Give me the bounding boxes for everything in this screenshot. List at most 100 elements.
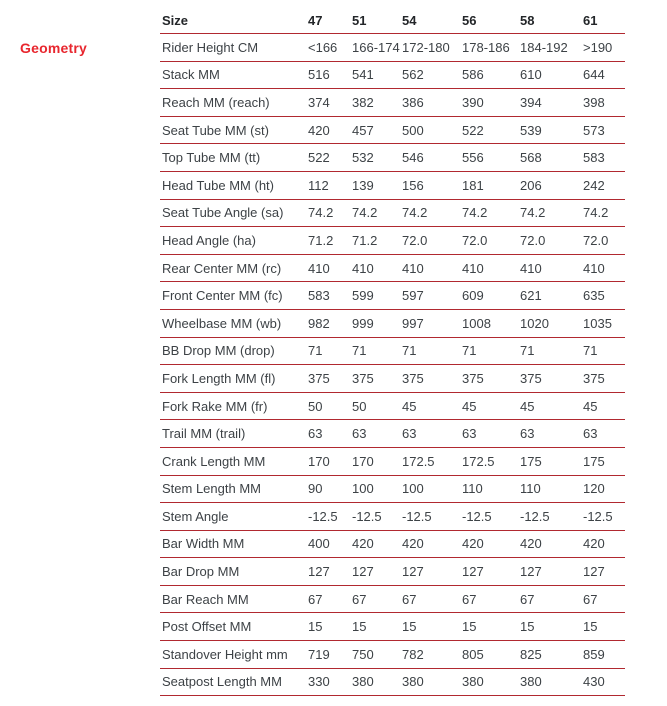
geometry-table-body: Rider Height CM <166 166-174 172-180 178-186… — [160, 33, 625, 697]
table-row: Head Tube MM (ht) 112 139 156 181 206 242 — [160, 171, 625, 200]
row-label: Rider Height CM — [160, 33, 308, 62]
cell-value: 72.0 — [462, 226, 520, 255]
cell-value: 541 — [352, 61, 402, 90]
cell-value: 375 — [583, 364, 625, 393]
cell-value: 71 — [520, 337, 583, 366]
row-label: Fork Length MM (fl) — [160, 364, 308, 393]
cell-value: 127 — [520, 557, 583, 586]
cell-value: 67 — [352, 585, 402, 614]
row-label: BB Drop MM (drop) — [160, 337, 308, 366]
cell-value: -12.5 — [308, 502, 352, 531]
cell-value: 74.2 — [583, 199, 625, 228]
cell-value: 112 — [308, 171, 352, 200]
cell-value: 15 — [308, 612, 352, 642]
table-row: Seat Tube Angle (sa) 74.2 74.2 74.2 74.2 74.2… — [160, 199, 625, 228]
table-row: Crank Length MM 170 170 172.5 172.5 175 175 — [160, 447, 625, 476]
cell-value: 71 — [402, 337, 462, 366]
row-label: Rear Center MM (rc) — [160, 254, 308, 283]
cell-value: 997 — [402, 309, 462, 338]
cell-value: 859 — [583, 640, 625, 669]
cell-value: 120 — [583, 475, 625, 504]
cell-value: 562 — [402, 61, 462, 90]
cell-value: 719 — [308, 640, 352, 669]
cell-value: 583 — [583, 143, 625, 172]
cell-value: 110 — [462, 475, 520, 504]
cell-value: 72.0 — [402, 226, 462, 255]
cell-value: 178-186 — [462, 33, 520, 62]
geometry-table: Size 47 51 54 56 58 61 Rider Height CM <1… — [160, 7, 625, 697]
cell-value: 420 — [352, 530, 402, 559]
table-row: Rider Height CM <166 166-174 172-180 178-186… — [160, 33, 625, 62]
cell-value: 45 — [402, 392, 462, 421]
row-label: Wheelbase MM (wb) — [160, 309, 308, 338]
row-label: Top Tube MM (tt) — [160, 143, 308, 172]
cell-value: 375 — [402, 364, 462, 393]
cell-value: 67 — [520, 585, 583, 614]
cell-value: 50 — [308, 392, 352, 421]
table-row: Wheelbase MM (wb) 982 999 997 1008 1020 1035 — [160, 309, 625, 338]
column-header-size-58: 58 — [520, 7, 583, 34]
cell-value: 15 — [402, 612, 462, 642]
cell-value: 410 — [308, 254, 352, 283]
cell-value: 71 — [352, 337, 402, 366]
cell-value: 500 — [402, 116, 462, 145]
cell-value: 206 — [520, 171, 583, 200]
cell-value: 170 — [308, 447, 352, 476]
cell-value: 380 — [462, 668, 520, 697]
row-label: Seat Tube Angle (sa) — [160, 199, 308, 228]
row-label: Head Angle (ha) — [160, 226, 308, 255]
cell-value: 420 — [520, 530, 583, 559]
table-row: BB Drop MM (drop) 71 71 71 71 71 71 — [160, 337, 625, 366]
cell-value: 100 — [402, 475, 462, 504]
cell-value: 71.2 — [308, 226, 352, 255]
cell-value: 100 — [352, 475, 402, 504]
column-header-size-47: 47 — [308, 7, 352, 34]
row-label: Stem Angle — [160, 502, 308, 531]
cell-value: 330 — [308, 668, 352, 697]
cell-value: 170 — [352, 447, 402, 476]
cell-value: 63 — [520, 419, 583, 448]
cell-value: 67 — [308, 585, 352, 614]
cell-value: 1008 — [462, 309, 520, 338]
cell-value: 420 — [308, 116, 352, 145]
cell-value: 74.2 — [308, 199, 352, 228]
cell-value: 635 — [583, 281, 625, 310]
cell-value: 127 — [402, 557, 462, 586]
cell-value: 982 — [308, 309, 352, 338]
cell-value: 375 — [308, 364, 352, 393]
cell-value: 586 — [462, 61, 520, 90]
cell-value: 63 — [308, 419, 352, 448]
cell-value: 172.5 — [402, 447, 462, 476]
row-label: Seat Tube MM (st) — [160, 116, 308, 145]
cell-value: 127 — [352, 557, 402, 586]
cell-value: 15 — [583, 612, 625, 642]
row-label: Bar Width MM — [160, 530, 308, 559]
cell-value: 15 — [352, 612, 402, 642]
cell-value: >190 — [583, 33, 625, 62]
cell-value: 621 — [520, 281, 583, 310]
cell-value: 380 — [402, 668, 462, 697]
cell-value: 573 — [583, 116, 625, 145]
cell-value: 522 — [308, 143, 352, 172]
table-row: Reach MM (reach) 374 382 386 390 394 398 — [160, 88, 625, 117]
cell-value: 556 — [462, 143, 520, 172]
table-row: Seatpost Length MM 330 380 380 380 380 430 — [160, 668, 625, 697]
table-row: Top Tube MM (tt) 522 532 546 556 568 583 — [160, 143, 625, 172]
cell-value: 74.2 — [352, 199, 402, 228]
cell-value: <166 — [308, 33, 352, 62]
cell-value: 410 — [520, 254, 583, 283]
cell-value: 45 — [520, 392, 583, 421]
cell-value: 156 — [402, 171, 462, 200]
cell-value: 175 — [520, 447, 583, 476]
cell-value: 400 — [308, 530, 352, 559]
table-row: Bar Drop MM 127 127 127 127 127 127 — [160, 557, 625, 586]
table-row: Bar Reach MM 67 67 67 67 67 67 — [160, 585, 625, 614]
cell-value: 568 — [520, 143, 583, 172]
row-label: Front Center MM (fc) — [160, 281, 308, 310]
table-row: Fork Rake MM (fr) 50 50 45 45 45 45 — [160, 392, 625, 421]
cell-value: 181 — [462, 171, 520, 200]
table-row: Fork Length MM (fl) 375 375 375 375 375 375 — [160, 364, 625, 393]
cell-value: 583 — [308, 281, 352, 310]
cell-value: 750 — [352, 640, 402, 669]
cell-value: 127 — [462, 557, 520, 586]
